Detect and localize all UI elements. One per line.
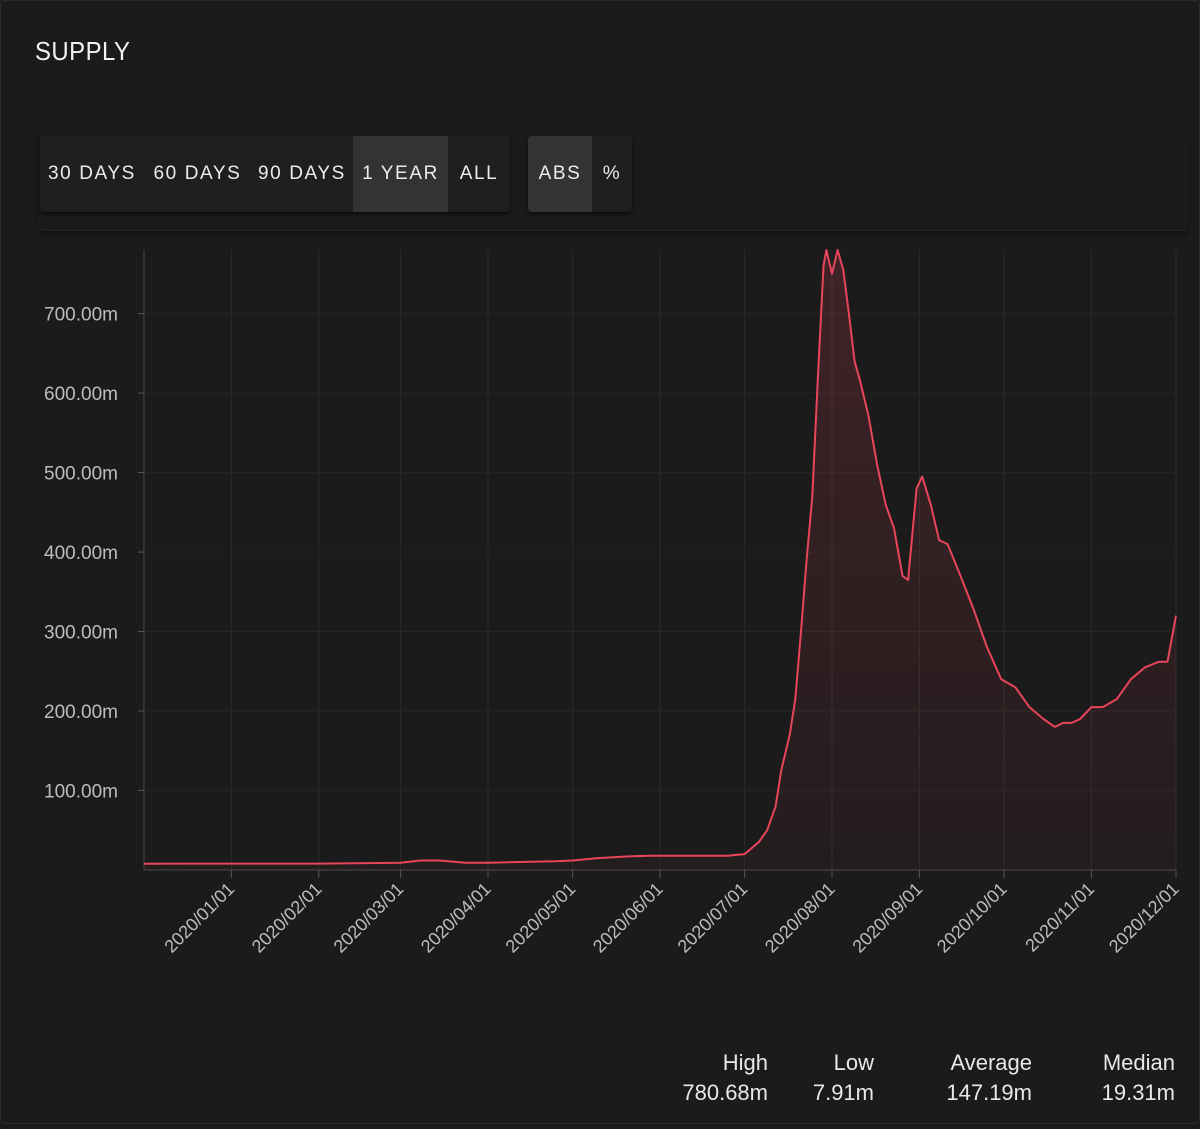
mode-button-percent[interactable]: % [592, 136, 632, 212]
stat-low-label: Low [833, 1050, 874, 1075]
x-tick-label: 2020/09/01 [848, 879, 926, 957]
y-tick-label: 100.00m [44, 782, 118, 803]
x-tick-label: 2020/04/01 [417, 879, 495, 957]
mode-button-abs[interactable]: ABS [528, 136, 592, 212]
mode-button-group: ABS % [528, 136, 632, 212]
stat-low: Low 7.91m [813, 1050, 874, 1106]
x-tick-label: 2020/03/01 [330, 879, 408, 957]
stat-average-value: 147.19m [946, 1080, 1032, 1105]
x-tick-label: 2020/11/01 [1021, 879, 1098, 956]
series-line [143, 249, 1177, 865]
page-title: SUPPLY [35, 36, 131, 66]
stat-average: Average 147.19m [946, 1050, 1032, 1106]
range-button-1-year[interactable]: 1 YEAR [353, 136, 448, 212]
series-area [144, 250, 1176, 870]
stat-high: High 780.68m [682, 1050, 768, 1106]
x-tick-label: 2020/10/01 [933, 879, 1011, 957]
range-button-60-days[interactable]: 60 DAYS [144, 136, 251, 212]
range-button-30-days[interactable]: 30 DAYS [40, 136, 144, 212]
x-tick-label: 2020/06/01 [589, 879, 667, 957]
stat-median: Median 19.31m [1102, 1050, 1175, 1106]
y-tick-label: 700.00m [44, 305, 118, 326]
stat-low-value: 7.91m [812, 1080, 874, 1105]
range-button-group: 30 DAYS 60 DAYS 90 DAYS 1 YEAR ALL [40, 136, 510, 212]
stat-high-value: 780.68m [682, 1080, 768, 1105]
range-button-90-days[interactable]: 90 DAYS [251, 136, 353, 212]
stat-median-value: 19.31m [1101, 1080, 1175, 1105]
x-tick-label: 2020/01/01 [160, 879, 238, 957]
y-tick-label: 500.00m [44, 464, 118, 485]
range-button-all[interactable]: ALL [448, 136, 510, 212]
x-tick-label: 2020/08/01 [761, 879, 839, 957]
stat-average-label: Average [950, 1050, 1032, 1075]
x-tick-label: 2020/05/01 [502, 879, 580, 957]
y-tick-label: 600.00m [44, 384, 118, 405]
x-tick-label: 2020/02/01 [248, 879, 326, 957]
y-tick-label: 200.00m [44, 702, 118, 723]
stat-high-label: High [722, 1050, 768, 1075]
y-tick-label: 400.00m [44, 543, 118, 564]
x-tick-label: 2020/12/01 [1105, 879, 1183, 957]
x-tick-label: 2020/07/01 [674, 879, 752, 957]
stat-median-label: Median [1102, 1050, 1175, 1075]
y-tick-label: 300.00m [44, 623, 118, 644]
toolbar-shadow [38, 136, 1188, 231]
